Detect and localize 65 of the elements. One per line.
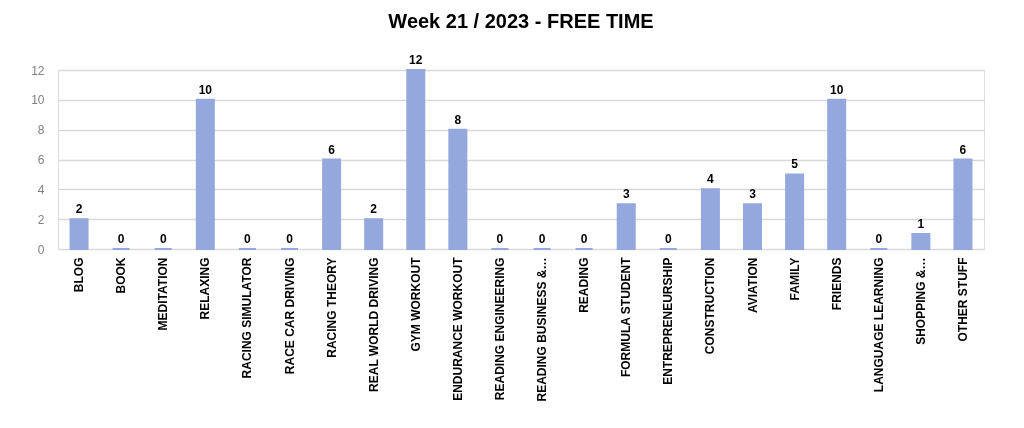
y-tick-label: 2 [37, 212, 45, 227]
x-tick-label: AVIATION [745, 257, 760, 314]
data-label: 5 [791, 157, 799, 172]
x-tick-label: ENDURANCE WORKOUT [450, 256, 465, 401]
bar [616, 203, 636, 250]
x-tick-label: SHOPPING &… [913, 257, 928, 345]
bar [743, 203, 762, 250]
y-tick-label: 4 [37, 182, 45, 197]
x-tick-label: READING ENGINEERING [492, 257, 507, 401]
data-label: 10 [830, 82, 844, 97]
bar [69, 218, 89, 250]
x-tick-label: READING [577, 257, 592, 313]
bar [827, 98, 847, 250]
data-label: 2 [370, 202, 378, 217]
x-tick-label: MEDITATION [156, 257, 171, 331]
data-label: 1 [917, 217, 925, 232]
x-tick-label: REAL WORLD DRIVING [366, 257, 381, 392]
y-tick-label: 0 [37, 242, 45, 257]
x-tick-label: ENTREPRENEURSHIP [661, 257, 676, 385]
x-tick-label: FORMULA STUDENT [619, 256, 634, 378]
chart-title: Week 21 / 2023 - FREE TIME [388, 10, 654, 32]
x-tick-label: FRIENDS [829, 257, 844, 311]
x-tick-label: CONSTRUCTION [703, 257, 718, 355]
bar [322, 158, 342, 250]
x-tick-label: GYM WORKOUT [408, 256, 423, 352]
bar [364, 218, 384, 250]
data-label: 0 [244, 232, 252, 246]
data-label: 0 [875, 232, 883, 246]
data-label: 0 [286, 232, 294, 246]
y-tick-label: 6 [37, 153, 45, 167]
data-label: 0 [159, 232, 167, 246]
data-label: 12 [409, 53, 423, 67]
bar [785, 173, 805, 250]
x-tick-label: OTHER STUFF [955, 257, 970, 342]
data-label: 10 [198, 82, 213, 97]
y-tick-label: 12 [31, 63, 45, 78]
x-tick-label: LANGUAGE LEARNING [871, 257, 886, 393]
data-label: 0 [664, 232, 672, 246]
x-tick-label: BOOK [114, 257, 129, 294]
data-label: 3 [749, 187, 757, 202]
y-tick-label: 10 [31, 93, 45, 108]
data-label: 4 [707, 172, 715, 187]
data-label: 0 [117, 232, 125, 246]
bar [700, 188, 720, 250]
x-tick-label: READING BUSINESS &… [535, 257, 550, 402]
x-tick-label: RACE CAR DRIVING [282, 257, 297, 375]
data-label: 0 [580, 232, 588, 246]
bar [911, 233, 931, 250]
bar [195, 98, 215, 250]
data-label: 0 [496, 232, 504, 246]
x-tick-label: RELAXING [198, 257, 213, 320]
data-label: 6 [328, 142, 336, 157]
data-label: 2 [75, 202, 83, 217]
x-tick-label: RACING SIMULATOR [240, 257, 255, 379]
x-tick-label: RACING THEORY [324, 257, 339, 358]
bar [406, 69, 426, 250]
x-tick-label: FAMILY [787, 257, 802, 301]
y-tick-label: 8 [37, 123, 45, 138]
x-tick-label: BLOG [72, 257, 87, 293]
data-label: 6 [959, 142, 967, 157]
data-label: 0 [538, 232, 546, 246]
data-label: 3 [622, 187, 630, 202]
bar [953, 158, 973, 250]
data-label: 8 [454, 112, 462, 127]
bar [448, 128, 468, 250]
